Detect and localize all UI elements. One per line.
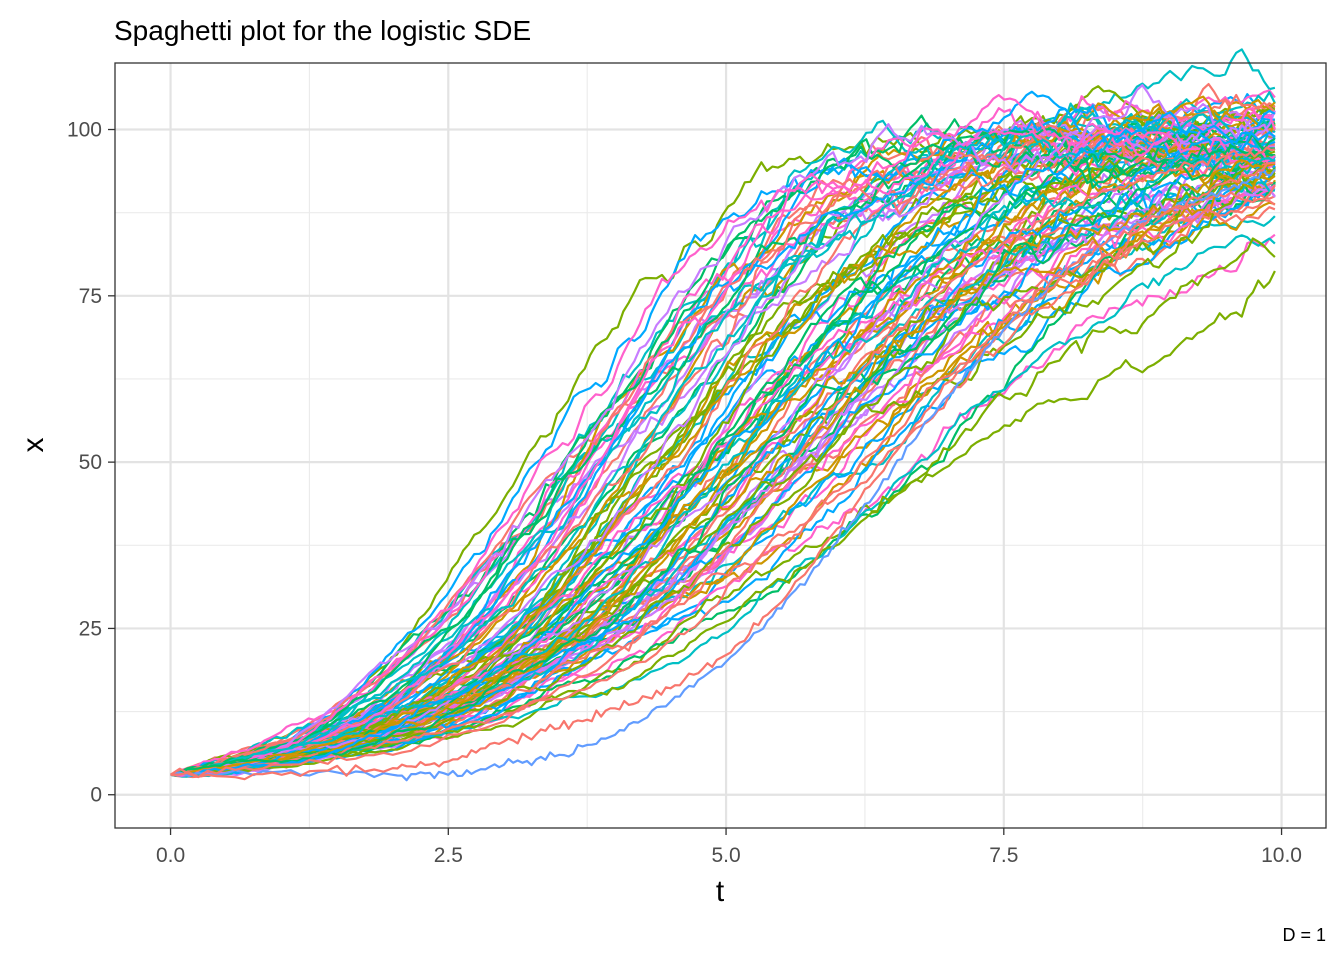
y-tick-label: 100 bbox=[67, 119, 102, 142]
series-line bbox=[170, 150, 1276, 776]
y-tick-label: 50 bbox=[79, 451, 102, 474]
series-line bbox=[170, 94, 1276, 777]
y-tick-label: 0 bbox=[90, 784, 102, 807]
series-line bbox=[170, 110, 1276, 776]
series-line bbox=[170, 98, 1276, 777]
x-tick-label: 5.0 bbox=[711, 844, 740, 867]
x-tick-label: 7.5 bbox=[989, 844, 1018, 867]
series-line bbox=[170, 90, 1276, 776]
y-axis-label: x bbox=[17, 438, 50, 453]
series-line bbox=[170, 270, 1276, 776]
series-line bbox=[170, 111, 1276, 776]
x-tick-label: 2.5 bbox=[434, 844, 463, 867]
series-line bbox=[170, 84, 1276, 776]
x-tick-label: 10.0 bbox=[1261, 844, 1302, 867]
series-line bbox=[170, 159, 1276, 776]
series-line bbox=[170, 113, 1276, 778]
y-tick-label: 25 bbox=[79, 617, 102, 640]
series-line bbox=[170, 148, 1276, 776]
series-line bbox=[170, 109, 1276, 778]
chart-title: Spaghetti plot for the logistic SDE bbox=[114, 15, 531, 46]
series-line bbox=[170, 138, 1276, 776]
axes: 0.0 2.5 5.0 7.5 10.0 0 25 50 75 100 bbox=[67, 119, 1302, 867]
x-axis-label: t bbox=[716, 875, 725, 908]
series-line bbox=[170, 106, 1276, 776]
y-tick-label: 75 bbox=[79, 285, 102, 308]
x-tick-label: 0.0 bbox=[156, 844, 185, 867]
series-line-highlight bbox=[169, 146, 1276, 779]
series-line-highlight bbox=[170, 161, 1275, 781]
series-line bbox=[170, 237, 1276, 776]
series-line bbox=[170, 142, 1275, 777]
series-group bbox=[169, 48, 1276, 782]
panel-border bbox=[114, 62, 1327, 829]
caption: D = 1 bbox=[1282, 925, 1326, 945]
